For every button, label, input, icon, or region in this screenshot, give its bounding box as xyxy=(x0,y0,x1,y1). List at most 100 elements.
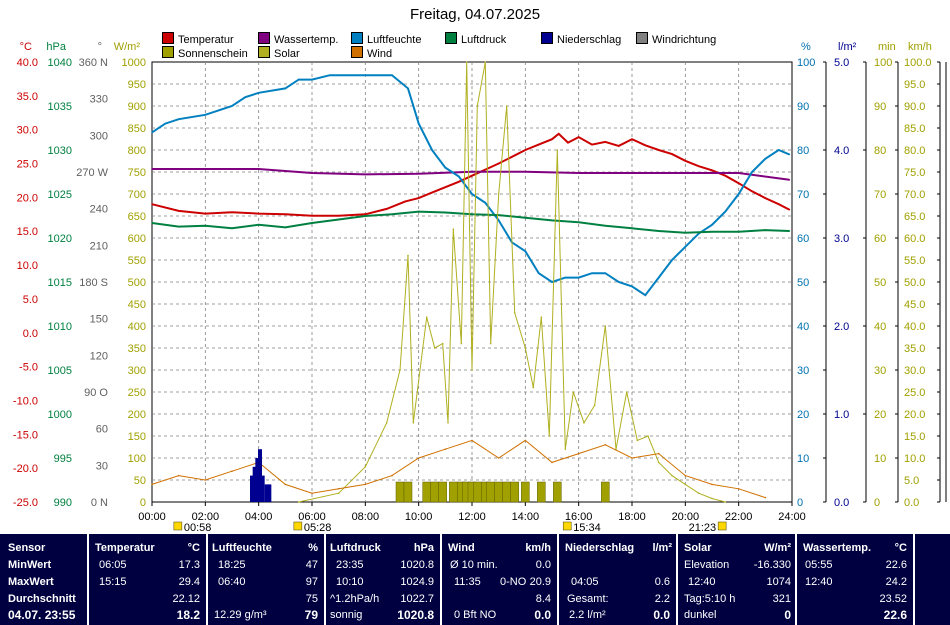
pressure-unit: hPa xyxy=(413,542,434,554)
data-point xyxy=(684,246,687,248)
humidity-current: 79 xyxy=(304,608,318,622)
legend-item: Niederschlag xyxy=(541,32,621,46)
data-point xyxy=(151,222,153,224)
data-point xyxy=(385,422,388,424)
data-point xyxy=(551,138,553,140)
data-point xyxy=(777,149,780,151)
solar-tick-label: 250 xyxy=(128,387,146,399)
temperature-max-value: 29.4 xyxy=(178,576,200,588)
weather-chart: 40.0 35.0 30.0 25.0 20.0 15.0 10.0 5.0 0.0 -5.0 -1… xyxy=(13,41,947,534)
legend-swatch xyxy=(258,46,270,58)
data-point xyxy=(711,483,713,486)
solar-unit: W/m² xyxy=(764,542,791,554)
row-avg-label: Durchschnitt xyxy=(8,593,76,605)
data-point xyxy=(471,174,473,177)
data-point xyxy=(583,422,585,424)
press-tick-label: 1025 xyxy=(48,189,72,201)
data-point xyxy=(617,281,620,283)
press-tick-label: 1015 xyxy=(48,277,72,289)
data-point xyxy=(671,153,673,155)
data-point xyxy=(444,186,447,189)
data-point xyxy=(788,208,791,211)
temperature-unit: °C xyxy=(187,542,200,554)
data-point xyxy=(231,470,233,473)
sunshine-bar xyxy=(521,481,530,503)
data-point xyxy=(447,422,449,424)
sunshine-bar xyxy=(502,481,511,503)
data-point xyxy=(524,347,527,349)
solar-sun-hours: Tag:5:10 h xyxy=(684,593,736,605)
data-point xyxy=(711,224,713,226)
wind-unit: km/h xyxy=(525,542,551,554)
data-point xyxy=(788,178,791,181)
rain-bar xyxy=(255,458,260,502)
solar-header: Solar xyxy=(684,542,712,554)
data-point xyxy=(297,78,300,81)
wind-column: Wind km/h Ø 10 min. 0.0 11:35 0-NO 20.9 … xyxy=(442,534,557,625)
data-point xyxy=(364,74,367,76)
humidity-unit: % xyxy=(308,542,318,554)
data-point xyxy=(431,191,433,194)
sunshine-bar xyxy=(553,481,562,503)
rain-total-label: Gesamt: xyxy=(567,593,609,605)
data-point xyxy=(724,501,727,503)
data-point xyxy=(591,272,593,275)
data-point xyxy=(385,208,388,210)
marker-label: 21:23 xyxy=(689,522,717,534)
rain-day-total: 2.2 l/m² xyxy=(569,609,606,621)
rain-tick-label: 4.0 xyxy=(834,145,849,157)
wind-beaufort: 0 Bft NO xyxy=(454,609,497,621)
hum-tick-label: 100 xyxy=(797,57,815,69)
dir-unit-label: ° xyxy=(98,41,102,53)
data-point xyxy=(548,435,551,437)
sensor-header: Sensor xyxy=(8,542,46,554)
data-point xyxy=(524,149,527,151)
humidity-column: Luftfeuchte % 18:25 47 06:40 97 75 12.29… xyxy=(208,534,324,625)
data-point xyxy=(684,231,687,234)
sunset-icon xyxy=(717,521,727,531)
wind-tick-label: 25.0 xyxy=(904,387,925,399)
wind-max-time: 11:35 xyxy=(454,576,481,588)
solar-tick-label: 800 xyxy=(128,145,146,157)
pressure-min-time: 23:35 xyxy=(336,559,364,571)
solar-tick-label: 850 xyxy=(128,123,146,135)
temp-unit-label: °C xyxy=(20,41,32,53)
press-tick-label: 1035 xyxy=(48,101,72,113)
data-point xyxy=(151,168,153,170)
temp-tick-label: 30.0 xyxy=(17,125,38,137)
data-point xyxy=(364,466,367,468)
dir-tick-label: 60 xyxy=(96,424,108,436)
data-point xyxy=(537,272,540,275)
water-temp-header: Wassertemp. xyxy=(803,542,872,554)
sunmin-tick-label: 20 xyxy=(874,409,886,421)
data-point xyxy=(631,138,633,140)
water-temp-max-time: 12:40 xyxy=(805,576,833,588)
temperature-current: 18.2 xyxy=(176,608,200,622)
data-point xyxy=(497,219,500,222)
marker-label: 15:34 xyxy=(573,522,601,534)
rain-bar xyxy=(260,475,265,502)
legend-item: Temperatur xyxy=(162,32,234,46)
rain-tick-label: 5.0 xyxy=(834,57,849,69)
rain-tick-label: 2.0 xyxy=(834,321,849,333)
solar-tick-label: 0 xyxy=(140,497,146,509)
rain-tick-label: 3.0 xyxy=(834,233,849,245)
data-point xyxy=(433,347,436,349)
time-tick-label: 18:00 xyxy=(618,511,646,523)
data-point xyxy=(591,143,593,146)
sunmin-tick-label: 40 xyxy=(874,321,886,333)
data-point xyxy=(471,170,473,173)
data-point xyxy=(284,213,287,216)
data-point xyxy=(577,221,580,223)
data-point xyxy=(417,457,420,459)
press-unit-label: hPa xyxy=(46,41,66,53)
press-tick-label: 995 xyxy=(54,453,72,465)
data-point xyxy=(644,144,647,147)
data-point xyxy=(764,158,767,160)
legend-item: Luftfeuchte xyxy=(351,32,421,46)
data-point xyxy=(751,190,753,193)
legend-label: Temperatur xyxy=(178,34,234,46)
summary-table: Sensor MinWert MaxWert Durchschnitt 04.0… xyxy=(0,534,950,625)
data-point xyxy=(311,492,313,495)
solar-tick-label: 200 xyxy=(128,409,146,421)
